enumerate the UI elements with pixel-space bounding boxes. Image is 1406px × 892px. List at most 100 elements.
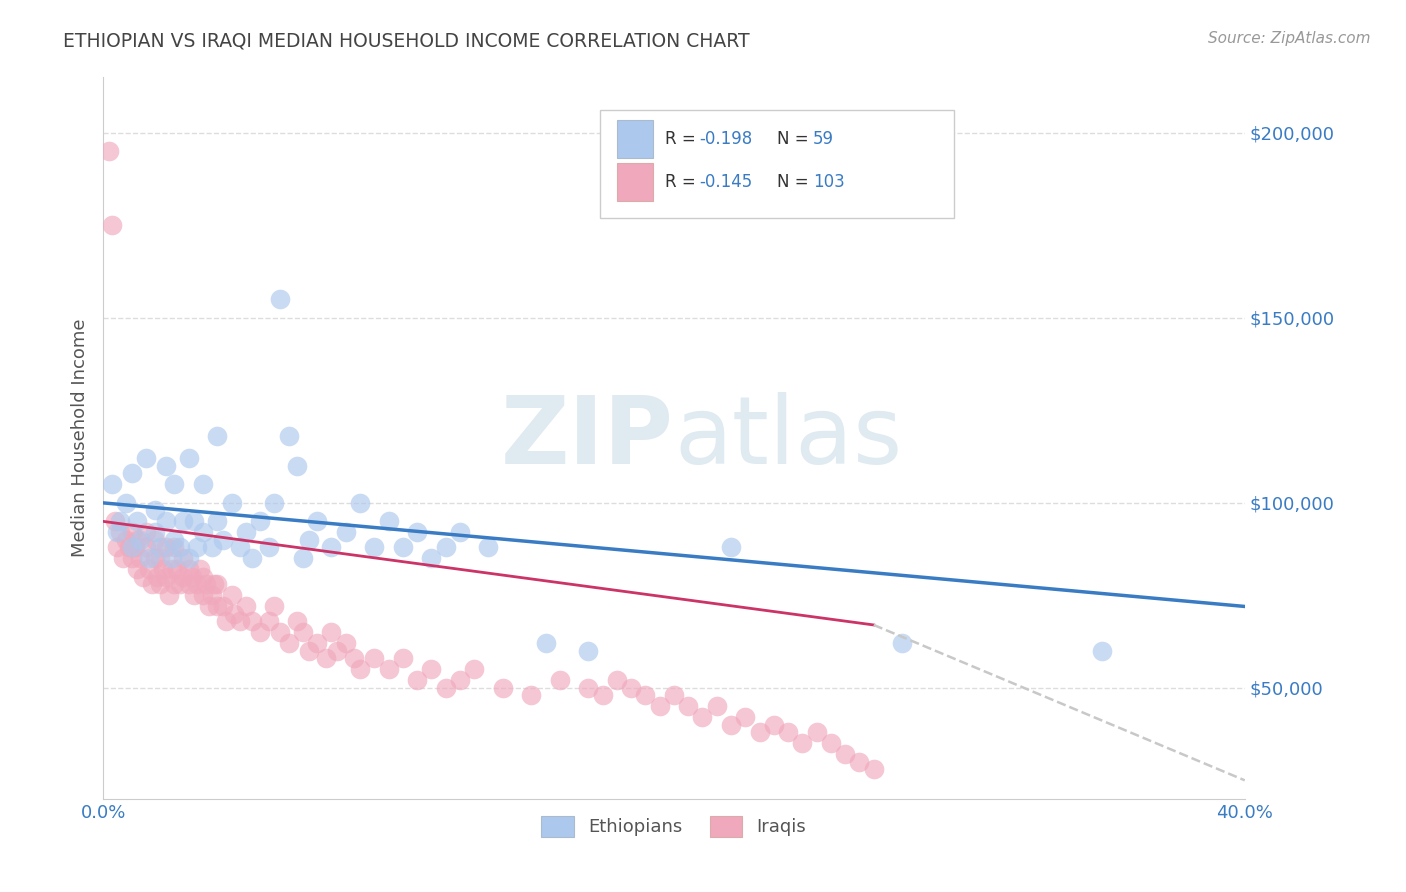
Point [149,541,172,555]
Point [129,551,152,566]
Point [792,736,814,750]
Point [169,541,191,555]
Point [534,636,557,650]
Point [143,525,166,540]
Point [221,588,243,602]
Point [391,541,413,555]
Point [277,636,299,650]
Point [277,429,299,443]
Point [576,681,599,695]
Point [335,525,357,540]
Point [100,477,122,491]
Point [121,467,143,481]
Point [492,681,515,695]
Point [720,541,742,555]
Point [110,525,132,540]
Point [229,614,252,628]
Point [321,541,343,555]
Point [706,699,728,714]
Point [662,688,685,702]
Point [221,496,243,510]
Point [606,673,628,688]
Point [172,515,194,529]
Text: atlas: atlas [673,392,903,484]
Point [138,562,160,576]
Point [720,718,742,732]
Point [406,525,429,540]
Point [263,496,285,510]
Point [197,599,219,614]
Point [349,662,371,676]
Point [115,533,138,547]
Point [734,710,756,724]
Point [449,525,471,540]
Point [186,577,208,591]
Point [155,541,177,555]
Text: R =: R = [665,129,700,148]
Point [129,533,152,547]
Point [620,681,643,695]
Point [169,577,191,591]
Point [676,699,699,714]
Point [135,525,157,540]
Point [263,599,285,614]
Point [157,588,180,602]
Point [215,614,238,628]
Text: -0.198: -0.198 [699,129,752,148]
Point [748,725,770,739]
Legend: Ethiopians, Iraqis: Ethiopians, Iraqis [534,809,814,844]
Point [207,429,229,443]
Point [177,451,200,466]
Point [191,525,214,540]
Text: ETHIOPIAN VS IRAQI MEDIAN HOUSEHOLD INCOME CORRELATION CHART: ETHIOPIAN VS IRAQI MEDIAN HOUSEHOLD INCO… [63,31,749,50]
Point [335,636,357,650]
Point [648,699,671,714]
Point [127,515,149,529]
Text: Source: ZipAtlas.com: Source: ZipAtlas.com [1208,31,1371,46]
Point [249,515,271,529]
Point [200,541,222,555]
Text: 103: 103 [813,173,845,191]
Point [321,625,343,640]
Point [105,525,128,540]
Point [105,541,128,555]
Point [307,636,329,650]
Point [172,570,194,584]
Point [235,525,257,540]
Point [820,736,842,750]
Point [257,614,280,628]
Point [97,145,120,159]
Point [326,644,349,658]
Point [110,515,132,529]
Point [285,458,308,473]
Point [834,747,856,762]
Point [285,614,308,628]
Point [576,644,599,658]
Point [132,570,155,584]
Point [343,651,366,665]
Point [121,525,143,540]
Point [212,533,235,547]
Point [155,570,177,584]
Point [363,651,385,665]
Point [349,496,371,510]
Point [152,562,174,576]
Point [177,562,200,576]
Point [298,644,321,658]
Point [212,599,235,614]
Point [235,599,257,614]
Text: R =: R = [665,173,700,191]
Point [207,599,229,614]
Point [138,551,160,566]
Point [240,614,263,628]
Text: 59: 59 [813,129,834,148]
Point [463,662,485,676]
Point [434,541,457,555]
Point [177,577,200,591]
Point [548,673,571,688]
Point [146,570,169,584]
Point [163,533,186,547]
Point [291,551,314,566]
Point [634,688,657,702]
Point [121,541,143,555]
